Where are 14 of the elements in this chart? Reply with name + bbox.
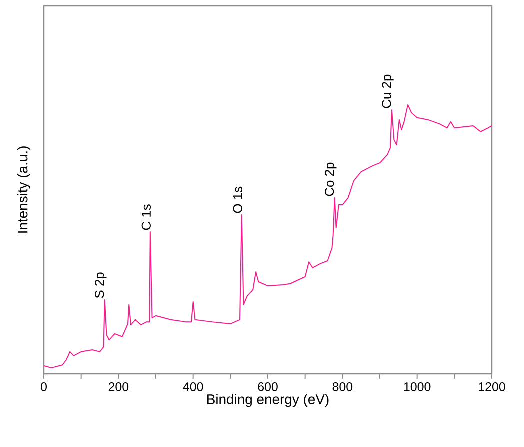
x-tick-label: 800 xyxy=(332,382,353,392)
annotation: Cu 2p xyxy=(382,74,394,108)
x-tick-label: 1200 xyxy=(479,382,506,392)
x-axis-title: Binding energy (eV) xyxy=(208,394,329,408)
x-tick-label: 600 xyxy=(258,382,278,392)
annotation: S 2p xyxy=(94,272,107,298)
annotation: C 1s xyxy=(142,204,151,230)
x-tick-label: 200 xyxy=(108,382,129,392)
x-tick-label: 1000 xyxy=(404,382,431,392)
x-tick-label: 400 xyxy=(183,382,204,392)
y-axis-title: Intensity (a.u.) xyxy=(17,146,30,233)
annotation: O 1s xyxy=(233,186,242,214)
annotation: Co 2p xyxy=(324,162,337,196)
x-tick-label: 0 xyxy=(41,382,47,392)
